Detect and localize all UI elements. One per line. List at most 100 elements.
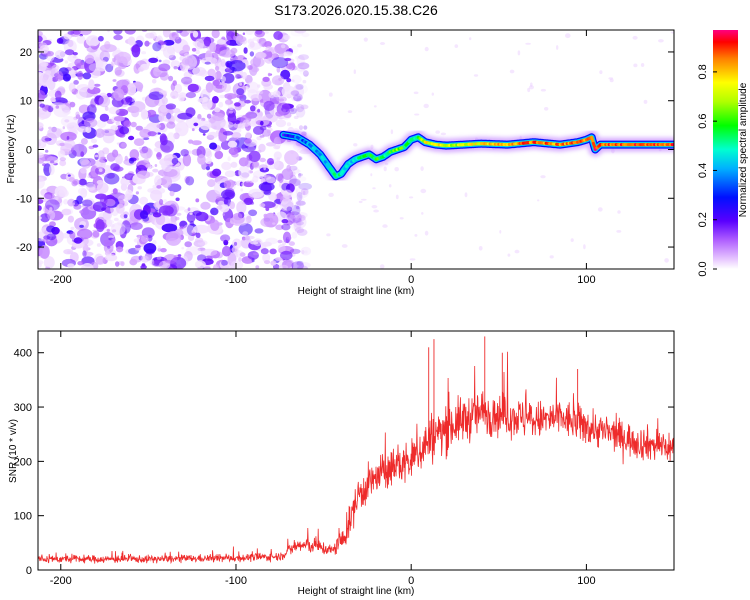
noise-blob	[379, 42, 386, 45]
noise-blob	[200, 201, 211, 210]
noise-blob	[632, 35, 638, 40]
noise-blob	[110, 61, 114, 67]
noise-blob	[138, 66, 144, 72]
spectrogram-x-tick-label: 0	[408, 274, 414, 286]
noise-blob	[565, 33, 571, 39]
noise-blob	[294, 83, 301, 90]
spectrogram-y-tick-label: 0	[26, 145, 32, 157]
noise-blob	[290, 30, 304, 37]
noise-blob	[286, 78, 292, 83]
noise-blob	[373, 105, 377, 108]
noise-blob	[253, 193, 258, 197]
noise-blob	[230, 260, 244, 269]
noise-blob	[289, 248, 301, 254]
noise-blob	[272, 222, 276, 225]
noise-blob	[664, 258, 669, 263]
noise-blob	[203, 266, 211, 269]
noise-blob	[73, 203, 82, 210]
noise-blob	[151, 260, 164, 267]
noise-blob	[259, 203, 266, 208]
noise-blob	[97, 150, 105, 161]
noise-blob	[58, 189, 69, 198]
noise-blob	[303, 70, 309, 77]
noise-blob	[160, 248, 167, 253]
noise-blob	[248, 150, 261, 162]
spectrogram-y-ticks: -20 -10 0 10 20	[16, 47, 674, 254]
snr-y-label: SNR (10 * v/v)	[8, 419, 19, 483]
noise-blob	[170, 256, 187, 269]
noise-blob	[84, 198, 95, 206]
noise-blob	[85, 126, 92, 133]
noise-blob	[113, 88, 125, 101]
noise-blob	[240, 188, 244, 192]
noise-blob	[115, 261, 120, 267]
noise-blob	[473, 74, 479, 77]
noise-blob	[115, 47, 121, 55]
noise-blob	[281, 223, 291, 231]
noise-blob	[66, 136, 70, 141]
noise-blob	[60, 173, 68, 180]
noise-blob	[236, 88, 245, 96]
noise-blob	[464, 192, 468, 198]
noise-blob	[151, 79, 157, 84]
noise-blob	[191, 140, 202, 146]
noise-blob	[73, 237, 83, 244]
noise-blob	[297, 62, 310, 70]
noise-blob	[67, 215, 74, 223]
noise-blob	[120, 142, 127, 148]
noise-blob	[59, 142, 66, 147]
noise-blob	[382, 224, 388, 228]
noise-blob	[383, 166, 387, 172]
noise-blob	[399, 217, 404, 220]
noise-blob	[280, 44, 286, 49]
noise-blob	[246, 182, 251, 187]
noise-blob	[291, 231, 298, 239]
noise-blob	[160, 140, 174, 153]
noise-blob	[420, 188, 427, 194]
noise-blob	[75, 89, 87, 100]
noise-blob	[113, 217, 119, 222]
noise-blob	[514, 249, 520, 254]
noise-blob	[166, 121, 176, 129]
spectrogram-ridge	[276, 127, 674, 184]
noise-blob	[291, 261, 304, 269]
noise-blob	[140, 235, 149, 243]
noise-blob	[297, 67, 305, 72]
noise-blob	[597, 207, 603, 212]
noise-blob	[295, 104, 305, 113]
noise-blob	[129, 149, 140, 160]
noise-blob	[424, 230, 429, 236]
noise-blob	[267, 129, 271, 134]
noise-blob	[98, 95, 111, 108]
noise-blob	[174, 216, 180, 221]
noise-blob	[540, 175, 546, 179]
noise-blob	[244, 99, 252, 104]
noise-blob	[162, 59, 171, 65]
noise-blob	[288, 165, 298, 171]
noise-blob	[328, 192, 334, 197]
noise-blob	[276, 211, 287, 222]
noise-blob	[141, 51, 147, 55]
noise-blob	[69, 231, 76, 239]
noise-blob	[420, 166, 424, 172]
noise-blob	[158, 59, 162, 63]
noise-blob	[45, 199, 60, 211]
noise-blob	[205, 166, 210, 171]
noise-blob	[76, 84, 91, 92]
noise-blob	[209, 142, 218, 150]
noise-blob	[263, 166, 267, 171]
noise-blob	[390, 129, 394, 135]
noise-blob	[286, 236, 292, 240]
noise-blob	[297, 176, 307, 182]
noise-blob	[221, 161, 232, 171]
noise-blob	[38, 158, 42, 163]
noise-blob	[379, 264, 385, 269]
noise-blob	[220, 121, 234, 129]
noise-blob	[214, 150, 224, 160]
noise-blob	[215, 65, 220, 71]
noise-blob	[147, 131, 157, 137]
noise-blob	[213, 73, 217, 79]
noise-blob	[258, 143, 266, 153]
